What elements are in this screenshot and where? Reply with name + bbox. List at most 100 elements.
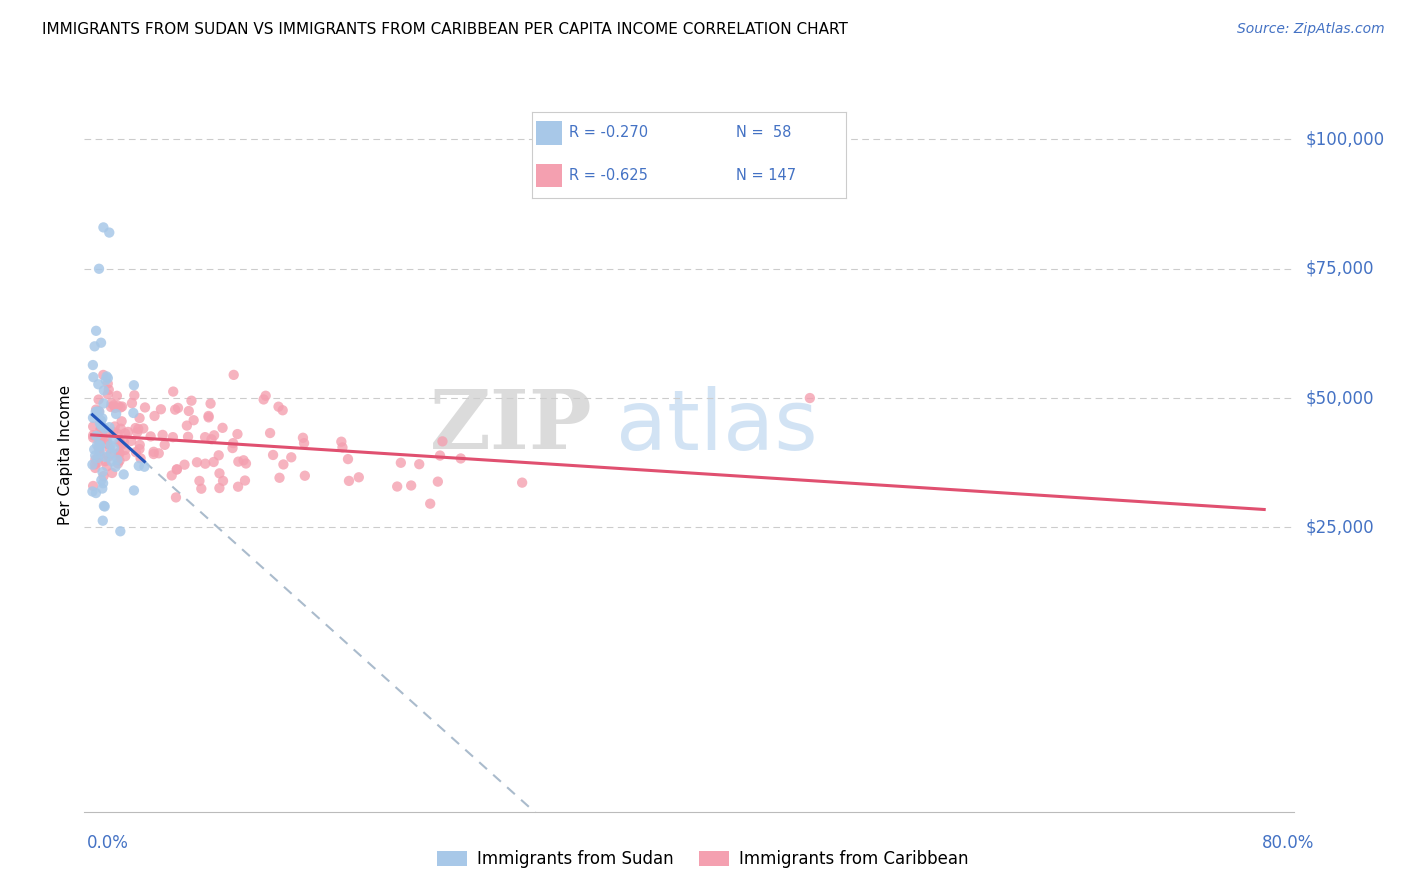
Point	[183, 413, 205, 427]
Point	[97, 383, 120, 397]
Point	[89, 436, 111, 450]
Point	[221, 441, 243, 455]
Point	[82, 370, 104, 384]
Point	[177, 430, 200, 444]
Point	[200, 432, 222, 446]
Point	[84, 402, 107, 417]
Point	[330, 434, 353, 449]
Point	[122, 483, 145, 498]
Point	[89, 417, 111, 431]
Point	[134, 459, 156, 474]
Point	[107, 453, 129, 467]
Point	[212, 474, 235, 488]
Point	[84, 429, 107, 443]
Point	[94, 454, 117, 468]
Point	[202, 428, 225, 442]
Point	[385, 479, 408, 493]
Point	[86, 450, 108, 465]
Point	[91, 429, 114, 443]
Point	[93, 500, 115, 514]
Point	[108, 434, 131, 449]
Point	[222, 436, 245, 450]
Point	[180, 393, 202, 408]
Point	[112, 467, 135, 482]
Point	[104, 401, 127, 415]
Point	[100, 438, 122, 452]
Point	[125, 445, 148, 459]
Point	[84, 461, 107, 475]
Point	[148, 446, 170, 460]
Point	[103, 432, 125, 446]
Point	[208, 448, 231, 462]
Point	[112, 435, 135, 450]
Point	[271, 403, 294, 417]
Point	[110, 524, 132, 539]
Point	[124, 388, 146, 402]
Point	[202, 455, 225, 469]
Point	[105, 407, 128, 421]
Point	[254, 389, 277, 403]
Point	[90, 335, 112, 350]
Point	[84, 449, 107, 463]
Point	[107, 399, 129, 413]
Point	[94, 450, 117, 464]
Point	[96, 437, 118, 451]
Point	[94, 426, 117, 441]
Point	[94, 373, 117, 387]
Text: 80.0%: 80.0%	[1263, 834, 1315, 852]
Point	[235, 457, 257, 471]
Point	[97, 387, 120, 401]
Point	[93, 220, 115, 235]
Point	[90, 421, 112, 435]
Point	[89, 405, 111, 419]
Point	[89, 444, 111, 458]
Point	[89, 448, 111, 462]
Point	[128, 458, 150, 473]
Point	[165, 491, 187, 505]
Point	[93, 396, 115, 410]
Point	[91, 368, 114, 382]
Point	[87, 455, 110, 469]
Point	[337, 474, 360, 488]
Point	[197, 410, 219, 425]
Point	[86, 438, 108, 452]
Point	[162, 384, 184, 399]
Point	[162, 430, 184, 444]
Point	[90, 414, 112, 428]
Text: atlas: atlas	[616, 386, 818, 467]
Point	[176, 418, 198, 433]
Point	[84, 457, 107, 471]
Point	[89, 434, 111, 448]
Point	[188, 474, 211, 488]
Point	[100, 446, 122, 460]
Point	[226, 480, 249, 494]
Point	[149, 402, 172, 417]
Point	[194, 430, 217, 444]
Point	[208, 467, 231, 481]
Point	[100, 396, 122, 410]
Point	[186, 455, 208, 469]
Point	[87, 261, 110, 276]
Point	[429, 449, 451, 463]
Point	[332, 441, 354, 455]
Point	[259, 425, 281, 440]
Point	[262, 448, 284, 462]
Point	[91, 465, 114, 479]
Text: $25,000: $25,000	[1306, 518, 1374, 536]
Point	[128, 438, 150, 452]
Point	[124, 421, 146, 435]
Point	[122, 378, 145, 392]
Point	[107, 457, 129, 471]
Point	[82, 479, 104, 493]
Point	[228, 455, 250, 469]
Point	[267, 400, 290, 414]
Text: Source: ZipAtlas.com: Source: ZipAtlas.com	[1237, 22, 1385, 37]
Point	[82, 358, 104, 372]
Point	[91, 411, 114, 425]
Point	[232, 453, 254, 467]
Point	[108, 446, 131, 460]
Text: $50,000: $50,000	[1306, 389, 1374, 407]
Point	[166, 462, 188, 476]
Point	[222, 368, 245, 382]
Point	[87, 442, 110, 456]
